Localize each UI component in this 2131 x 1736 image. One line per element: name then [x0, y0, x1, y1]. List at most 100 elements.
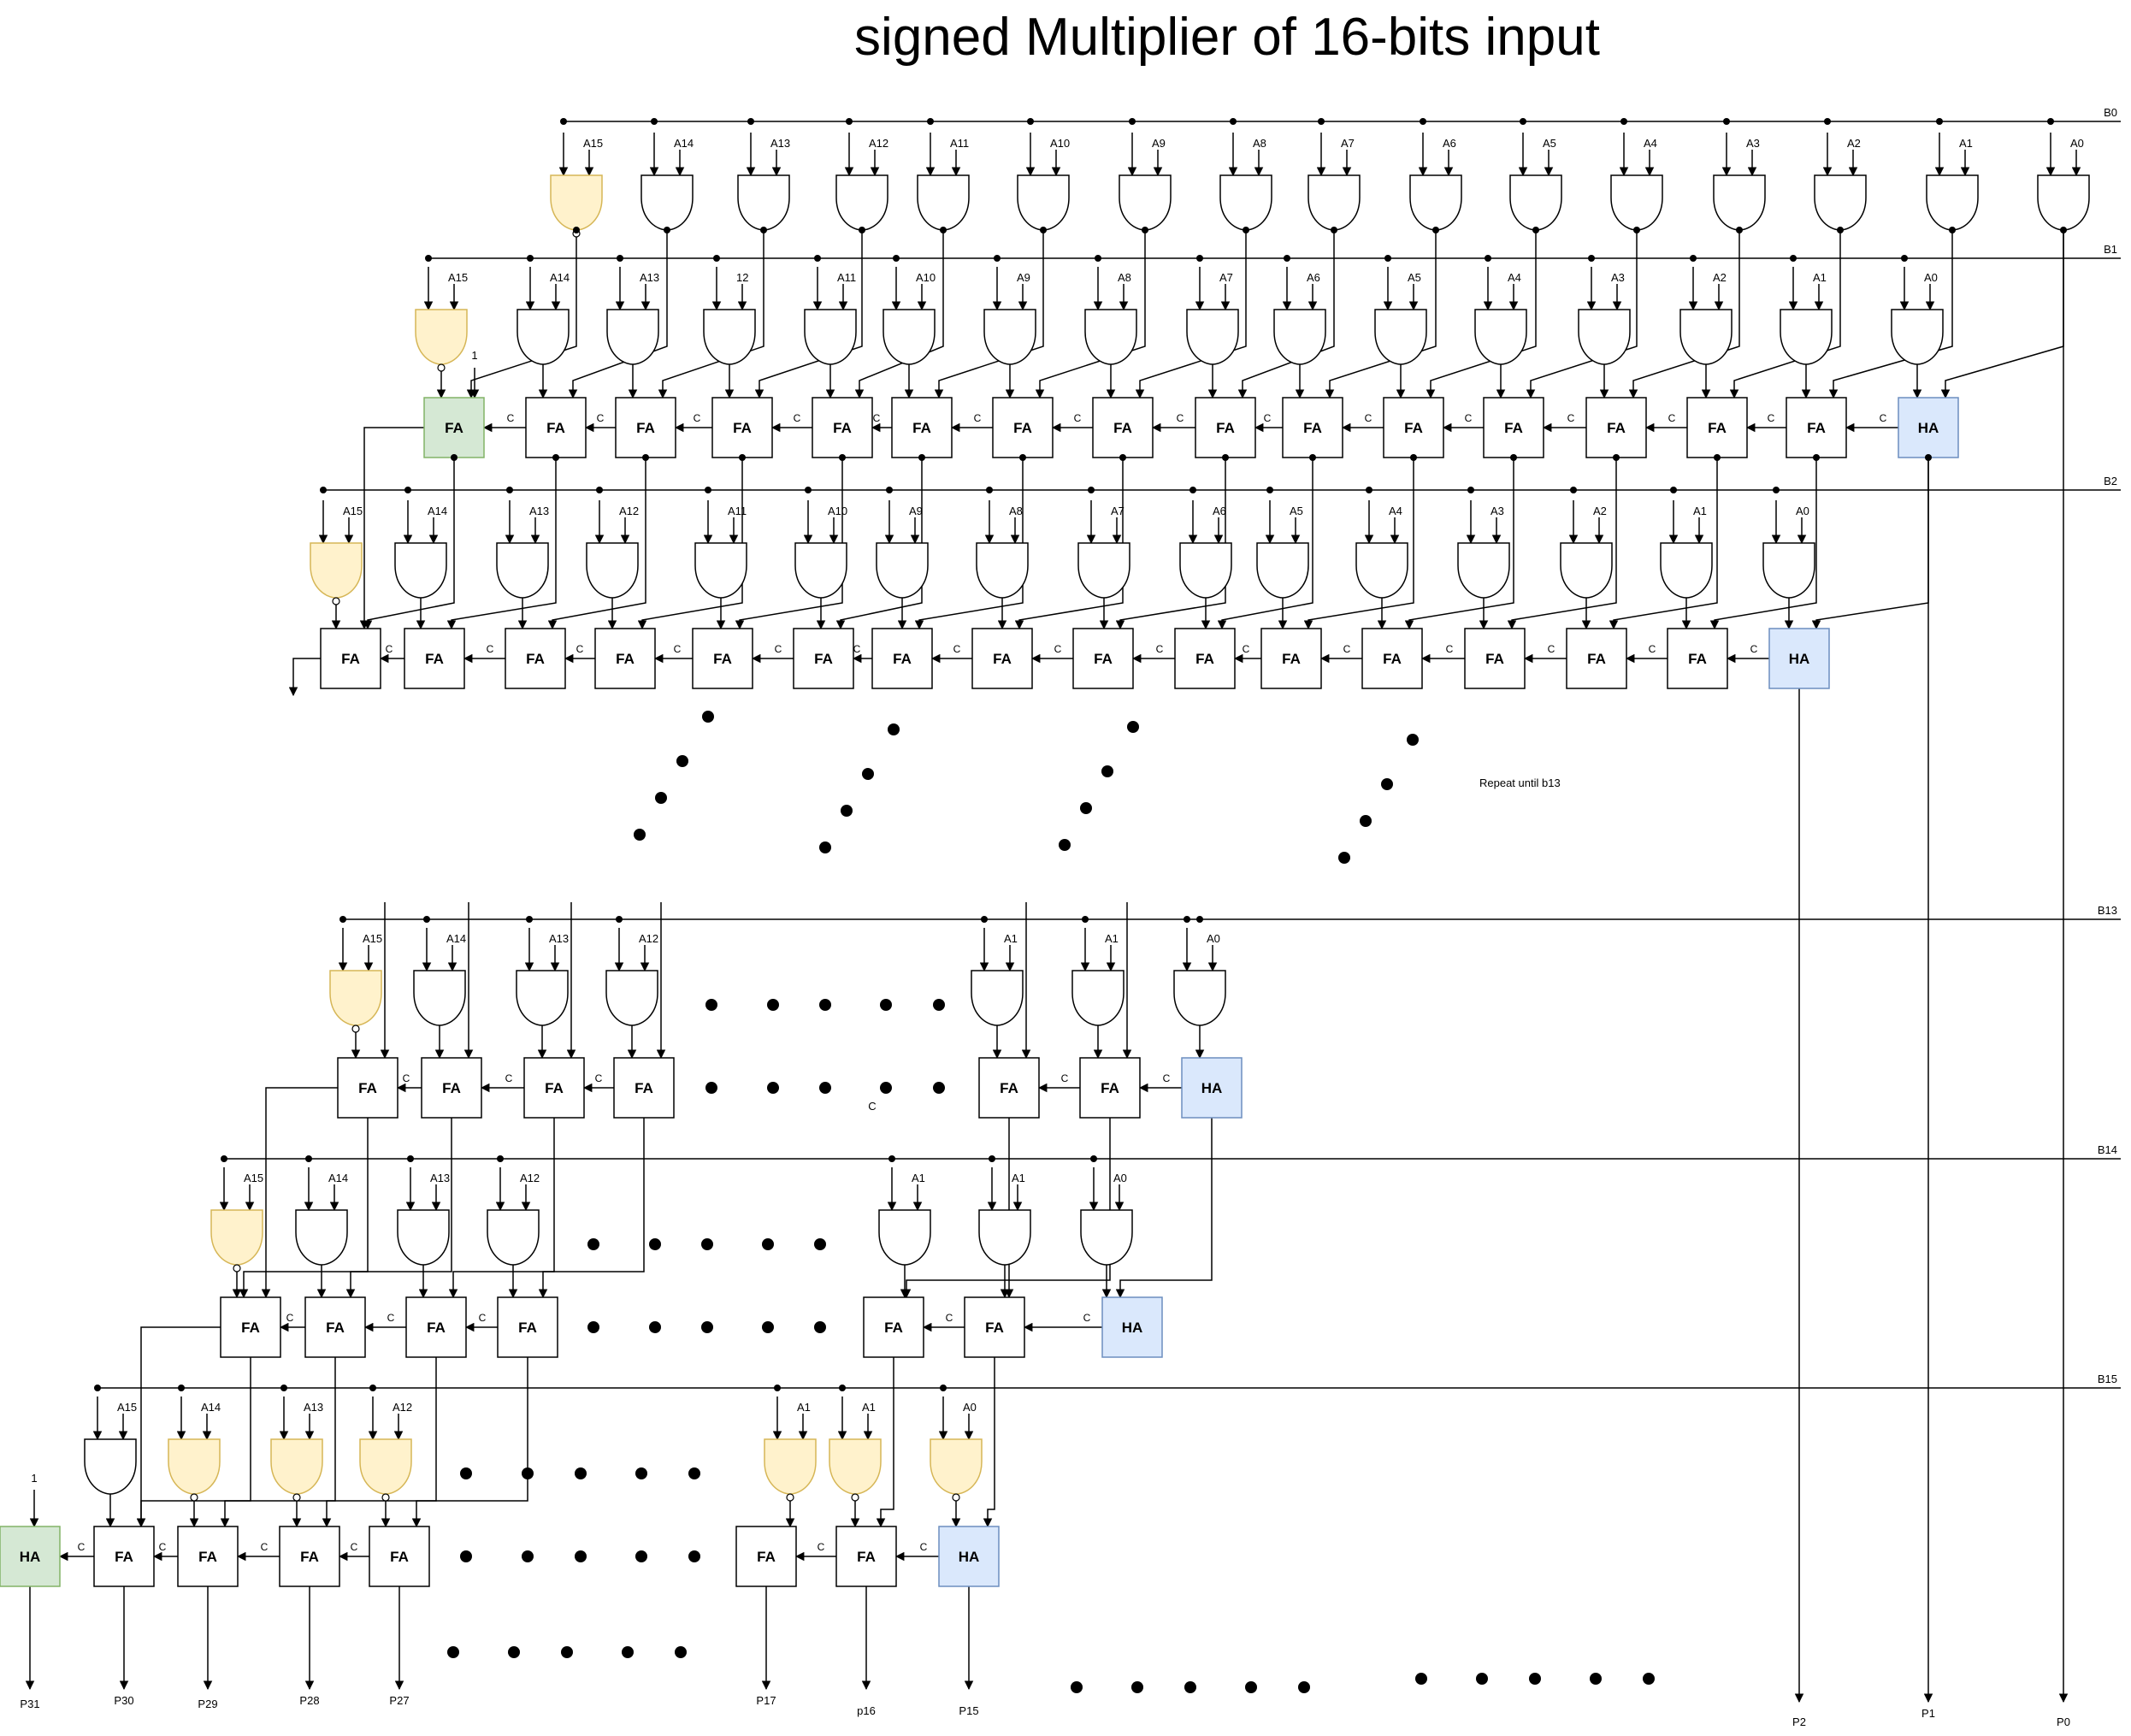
full-adder — [369, 1526, 430, 1587]
and-gate — [1780, 309, 1833, 365]
junction-dot — [451, 454, 457, 461]
junction-dot — [918, 454, 925, 461]
carry-label: C — [1156, 643, 1164, 655]
and-gate — [835, 174, 888, 231]
junction-dot — [1420, 118, 1426, 125]
full-adder-label: FA — [115, 1549, 133, 1565]
carry-out-wire — [261, 1087, 338, 1299]
and-gate — [1119, 174, 1172, 231]
partial-product-wire — [934, 230, 1044, 399]
full-adder — [405, 1296, 467, 1358]
junction-dot — [986, 487, 993, 493]
gate-input-label: A0 — [1207, 932, 1220, 945]
full-adder-label: FA — [616, 651, 635, 667]
half-adder — [938, 1526, 1000, 1587]
nand-gate — [415, 309, 468, 365]
inverter-bubble — [786, 1493, 794, 1502]
junction-dot — [2060, 227, 2067, 233]
junction-dot — [616, 916, 623, 923]
junction-dot — [1082, 916, 1089, 923]
junction-dot — [1266, 487, 1273, 493]
carry-label: C — [1446, 643, 1454, 655]
full-adder — [1361, 628, 1423, 689]
continuation-dot — [1101, 765, 1113, 777]
carry-label: C — [1061, 1072, 1069, 1084]
junction-dot — [1824, 118, 1831, 125]
full-adder — [523, 1057, 585, 1119]
sum-wire — [1811, 458, 1929, 630]
junction-dot — [1119, 454, 1126, 461]
and-gate — [1308, 174, 1361, 231]
continuation-dot — [814, 1321, 826, 1333]
full-adder — [421, 1057, 482, 1119]
gate-input-label: A12 — [619, 505, 639, 517]
cells-layer — [0, 118, 2090, 1693]
full-adder — [613, 1057, 675, 1119]
half-adder-label: HA — [1122, 1320, 1143, 1336]
gate-input-label: A6 — [1443, 137, 1456, 150]
partial-product-wire — [754, 230, 863, 399]
continuation-dot — [1338, 852, 1350, 864]
sum-wire — [1217, 458, 1313, 630]
junction-dot — [1027, 118, 1034, 125]
gate-input-label: A13 — [430, 1172, 450, 1184]
continuation-dot — [1131, 1681, 1143, 1693]
and-gate — [1926, 174, 1979, 231]
full-adder — [177, 1526, 239, 1587]
carry-label: C — [286, 1312, 294, 1324]
full-adder — [220, 1296, 281, 1358]
junction-dot — [705, 487, 711, 493]
full-adder-label: FA — [814, 651, 833, 667]
junction-dot — [320, 487, 327, 493]
and-gate — [1071, 970, 1125, 1026]
output-label: p16 — [857, 1704, 876, 1717]
sum-wire — [239, 1118, 369, 1299]
and-gate — [1179, 542, 1232, 599]
carry-label: C — [674, 643, 682, 655]
partial-product-wire — [1426, 230, 1537, 399]
inverter-bubble — [437, 363, 446, 372]
junction-dot — [339, 916, 346, 923]
and-gate — [978, 1209, 1031, 1266]
continuation-dot — [705, 1082, 717, 1094]
gate-input-label: A15 — [117, 1401, 137, 1414]
half-adder — [1898, 397, 1959, 458]
continuation-dot — [1590, 1673, 1602, 1685]
carry-label: C — [1243, 643, 1250, 655]
full-adder-label: FA — [545, 1080, 564, 1096]
junction-dot — [739, 454, 746, 461]
junction-dot — [1384, 255, 1391, 262]
and-gate — [976, 542, 1029, 599]
carry-label: C — [953, 643, 961, 655]
full-adder-label: FA — [427, 1320, 446, 1336]
junction-dot — [1520, 118, 1526, 125]
sum-wire — [411, 1357, 528, 1528]
nand-gate — [359, 1438, 412, 1495]
continuation-dot — [880, 999, 892, 1011]
junction-dot — [497, 1155, 504, 1162]
junction-dot — [506, 487, 513, 493]
full-adder — [692, 628, 753, 689]
and-gate — [1660, 542, 1713, 599]
continuation-dot — [933, 999, 945, 1011]
junction-dot — [1901, 255, 1908, 262]
b-bus-label: B2 — [2104, 475, 2117, 487]
carry-label: C — [159, 1541, 167, 1553]
b-bus-label: B1 — [2104, 243, 2117, 256]
junction-dot — [1222, 454, 1229, 461]
nand-gate — [829, 1438, 882, 1495]
and-gate — [1077, 542, 1130, 599]
carry-label: C — [1074, 412, 1082, 424]
full-adder-label: FA — [1195, 651, 1214, 667]
gate-input-label: A0 — [963, 1401, 977, 1414]
junction-dot — [814, 255, 821, 262]
continuation-dot — [688, 1550, 700, 1562]
gate-input-label: A13 — [549, 932, 569, 945]
junction-dot — [1837, 227, 1844, 233]
junction-dot — [747, 118, 754, 125]
junction-dot — [1366, 487, 1372, 493]
output-label: P30 — [114, 1694, 133, 1707]
gate-input-label: A1 — [1004, 932, 1018, 945]
junction-dot — [1129, 118, 1136, 125]
output-label: P29 — [198, 1698, 217, 1710]
